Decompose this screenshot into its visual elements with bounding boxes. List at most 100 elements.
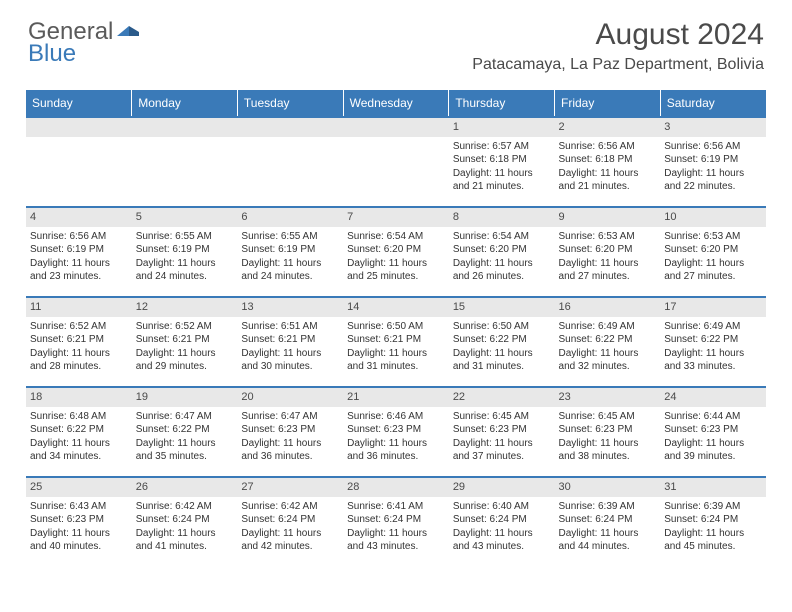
sunrise-text: Sunrise: 6:40 AM <box>453 500 551 514</box>
daylight-text: Daylight: 11 hours <box>347 527 445 541</box>
day-number: 30 <box>555 478 661 497</box>
sunrise-text: Sunrise: 6:45 AM <box>453 410 551 424</box>
daylight-text: Daylight: 11 hours <box>559 527 657 541</box>
location: Patacamaya, La Paz Department, Bolivia <box>472 56 764 74</box>
sunrise-text: Sunrise: 6:55 AM <box>241 230 339 244</box>
daylight-text: and 31 minutes. <box>453 360 551 374</box>
day-number: 31 <box>660 478 766 497</box>
daylight-text: Daylight: 11 hours <box>453 527 551 541</box>
sunset-text: Sunset: 6:23 PM <box>30 513 128 527</box>
sunset-text: Sunset: 6:24 PM <box>664 513 762 527</box>
daylight-text: and 27 minutes. <box>559 270 657 284</box>
day-number <box>237 118 343 137</box>
sunset-text: Sunset: 6:19 PM <box>241 243 339 257</box>
daylight-text: Daylight: 11 hours <box>30 347 128 361</box>
day-number: 12 <box>132 298 238 317</box>
daylight-text: and 28 minutes. <box>30 360 128 374</box>
daylight-text: and 35 minutes. <box>136 450 234 464</box>
calendar-cell: 14Sunrise: 6:50 AMSunset: 6:21 PMDayligh… <box>343 297 449 387</box>
daylight-text: and 43 minutes. <box>453 540 551 554</box>
sunrise-text: Sunrise: 6:56 AM <box>559 140 657 154</box>
daylight-text: and 33 minutes. <box>664 360 762 374</box>
sunset-text: Sunset: 6:24 PM <box>347 513 445 527</box>
daylight-text: Daylight: 11 hours <box>347 257 445 271</box>
daylight-text: and 38 minutes. <box>559 450 657 464</box>
daylight-text: and 45 minutes. <box>664 540 762 554</box>
sunset-text: Sunset: 6:18 PM <box>453 153 551 167</box>
calendar-cell: 28Sunrise: 6:41 AMSunset: 6:24 PMDayligh… <box>343 477 449 567</box>
daylight-text: and 41 minutes. <box>136 540 234 554</box>
sunset-text: Sunset: 6:22 PM <box>30 423 128 437</box>
daylight-text: and 21 minutes. <box>453 180 551 194</box>
day-number: 23 <box>555 388 661 407</box>
logo-flag-icon <box>115 20 141 45</box>
weekday-header: Sunday <box>26 90 132 117</box>
day-number: 5 <box>132 208 238 227</box>
sunset-text: Sunset: 6:19 PM <box>136 243 234 257</box>
day-number: 22 <box>449 388 555 407</box>
sunset-text: Sunset: 6:20 PM <box>453 243 551 257</box>
daylight-text: and 42 minutes. <box>241 540 339 554</box>
sunrise-text: Sunrise: 6:54 AM <box>347 230 445 244</box>
daylight-text: Daylight: 11 hours <box>136 437 234 451</box>
day-number: 14 <box>343 298 449 317</box>
calendar-row: 18Sunrise: 6:48 AMSunset: 6:22 PMDayligh… <box>26 387 766 477</box>
daylight-text: Daylight: 11 hours <box>136 257 234 271</box>
daylight-text: Daylight: 11 hours <box>559 437 657 451</box>
day-number: 17 <box>660 298 766 317</box>
day-number: 2 <box>555 118 661 137</box>
calendar-row: 11Sunrise: 6:52 AMSunset: 6:21 PMDayligh… <box>26 297 766 387</box>
sunset-text: Sunset: 6:22 PM <box>136 423 234 437</box>
day-number: 24 <box>660 388 766 407</box>
calendar-cell: 5 Sunrise: 6:55 AMSunset: 6:19 PMDaylight… <box>132 207 238 297</box>
weekday-header: Friday <box>555 90 661 117</box>
calendar-cell: 18Sunrise: 6:48 AMSunset: 6:22 PMDayligh… <box>26 387 132 477</box>
calendar-cell <box>237 117 343 207</box>
sunset-text: Sunset: 6:23 PM <box>664 423 762 437</box>
sunrise-text: Sunrise: 6:53 AM <box>664 230 762 244</box>
calendar-cell: 30Sunrise: 6:39 AMSunset: 6:24 PMDayligh… <box>555 477 661 567</box>
sunset-text: Sunset: 6:19 PM <box>664 153 762 167</box>
daylight-text: and 40 minutes. <box>30 540 128 554</box>
calendar-cell: 20Sunrise: 6:47 AMSunset: 6:23 PMDayligh… <box>237 387 343 477</box>
daylight-text: and 25 minutes. <box>347 270 445 284</box>
calendar-cell: 17Sunrise: 6:49 AMSunset: 6:22 PMDayligh… <box>660 297 766 387</box>
sunrise-text: Sunrise: 6:57 AM <box>453 140 551 154</box>
day-number: 15 <box>449 298 555 317</box>
daylight-text: Daylight: 11 hours <box>664 437 762 451</box>
sunrise-text: Sunrise: 6:55 AM <box>136 230 234 244</box>
sunset-text: Sunset: 6:23 PM <box>347 423 445 437</box>
daylight-text: Daylight: 11 hours <box>664 167 762 181</box>
calendar-row: 1 Sunrise: 6:57 AMSunset: 6:18 PM Daylight… <box>26 117 766 207</box>
daylight-text: and 43 minutes. <box>347 540 445 554</box>
daylight-text: Daylight: 11 hours <box>136 527 234 541</box>
day-number: 4 <box>26 208 132 227</box>
daylight-text: and 24 minutes. <box>136 270 234 284</box>
sunrise-text: Sunrise: 6:53 AM <box>559 230 657 244</box>
sunset-text: Sunset: 6:24 PM <box>136 513 234 527</box>
daylight-text: Daylight: 11 hours <box>241 257 339 271</box>
sunset-text: Sunset: 6:22 PM <box>559 333 657 347</box>
month-title: August 2024 <box>472 18 764 52</box>
calendar-cell: 8Sunrise: 6:54 AMSunset: 6:20 PMDaylight… <box>449 207 555 297</box>
weekday-header: Thursday <box>449 90 555 117</box>
sunset-text: Sunset: 6:21 PM <box>241 333 339 347</box>
calendar-cell <box>132 117 238 207</box>
title-block: August 2024 Patacamaya, La Paz Departmen… <box>472 18 764 74</box>
calendar-cell: 29Sunrise: 6:40 AMSunset: 6:24 PMDayligh… <box>449 477 555 567</box>
weekday-header: Tuesday <box>237 90 343 117</box>
weekday-header: Wednesday <box>343 90 449 117</box>
weekday-header-row: Sunday Monday Tuesday Wednesday Thursday… <box>26 90 766 117</box>
sunset-text: Sunset: 6:21 PM <box>347 333 445 347</box>
calendar-cell: 2Sunrise: 6:56 AMSunset: 6:18 PMDaylight… <box>555 117 661 207</box>
daylight-text: Daylight: 11 hours <box>453 347 551 361</box>
sunrise-text: Sunrise: 6:42 AM <box>241 500 339 514</box>
calendar-cell: 13Sunrise: 6:51 AMSunset: 6:21 PMDayligh… <box>237 297 343 387</box>
sunset-text: Sunset: 6:20 PM <box>347 243 445 257</box>
sunrise-text: Sunrise: 6:48 AM <box>30 410 128 424</box>
day-number: 21 <box>343 388 449 407</box>
day-number: 8 <box>449 208 555 227</box>
day-number: 27 <box>237 478 343 497</box>
calendar-cell: 9Sunrise: 6:53 AMSunset: 6:20 PMDaylight… <box>555 207 661 297</box>
day-number: 1 <box>449 118 555 137</box>
